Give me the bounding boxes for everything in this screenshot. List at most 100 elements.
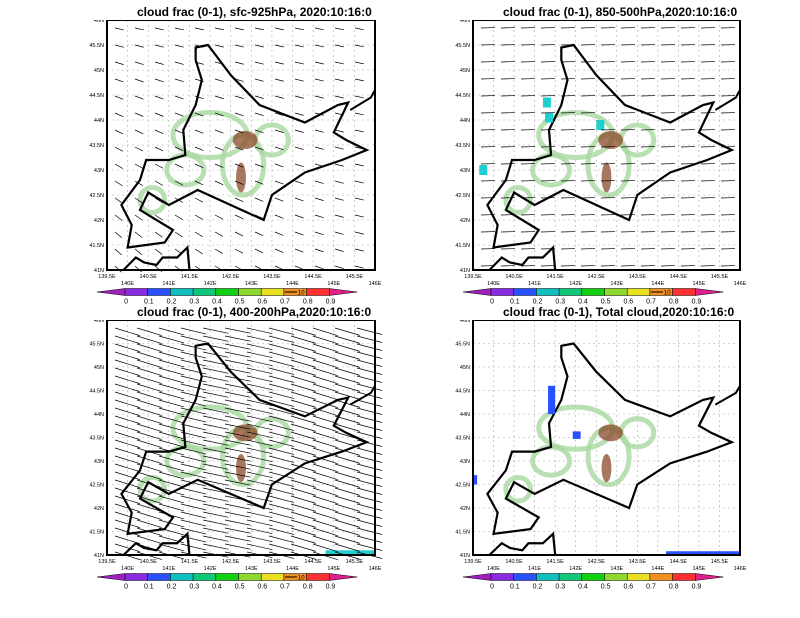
wind-vector [180,447,207,455]
wind-vector [224,359,251,366]
colorbar-swatch [192,288,217,296]
wind-vector [202,439,229,446]
wind-vector [234,27,244,31]
wind-vector [268,423,295,431]
wind-vector [356,367,383,375]
wind-vector [180,375,207,383]
wind-vector [154,248,163,255]
wind-vector [214,129,224,134]
wind-vector [158,327,185,336]
cloud-patch [548,385,556,414]
wind-vector [246,535,273,543]
lon-tick-label: 140.5E [140,274,158,280]
colorbar-label: 0.6 [623,584,633,591]
wind-vector [224,335,251,342]
wind-vector [234,231,244,237]
wind-vector [136,479,162,488]
wind-vector [290,543,317,552]
wind-vector [180,391,207,399]
colorbar-label: 0.5 [235,299,245,306]
lon-tick-label: 140.5E [140,559,158,565]
wind-vector [194,180,204,186]
map-frame [106,320,376,556]
wind-vector [356,455,383,463]
wind-vector [314,214,324,219]
lon-tick-label: 141E [162,566,175,572]
wind-vector [114,407,140,416]
colorbar-swatch [558,288,583,296]
wind-vector [312,335,338,345]
wind-vector [224,351,251,358]
wind-vector [268,439,295,447]
wind-vector [274,61,284,65]
wind-vector [312,439,338,449]
lat-tick-label: 44N [94,118,104,124]
wind-vector [180,423,207,431]
wind-vector [246,343,273,351]
wind-vector [114,447,140,456]
kuril-coastline [349,89,376,111]
colorbar-swatch [260,573,285,581]
lon-tick-label: 142E [204,566,217,572]
lat-tick-label: 42N [94,506,104,512]
colorbar-label: 0 [490,299,494,306]
map-panel: 139.5E 140E 140.5E 141E 141.5E 142E 142.5E 143E… [89,320,383,572]
wind-vector [158,343,185,352]
wind-vector [114,375,140,384]
wind-vector [294,129,304,133]
colorbar-label: 0.3 [555,584,565,591]
wind-vector [202,407,229,414]
map-panel: 139.5E 140E 140.5E 141E 141.5E 142E 142.5E 143E… [89,20,382,287]
wind-vector [158,495,185,504]
lon-tick-label: 143E [245,566,258,572]
wind-vector [314,180,324,184]
wind-vector [334,44,344,48]
lon-tick-label: 144.5E [304,559,322,565]
wind-vector [314,27,324,31]
colorbar-label: 0.1 [510,299,520,306]
lat-tick-label: 45.5N [89,342,104,348]
lon-tick-label: 140E [121,566,134,572]
colorbar-swatch [672,573,696,581]
wind-vector [158,351,185,360]
wind-vector [202,399,229,406]
colorbar-swatch [626,573,651,581]
lat-tick-label: 42N [460,506,470,512]
colorbar-label: 0.4 [578,584,588,591]
wind-vector [274,163,284,168]
lon-tick-label: 142.5E [222,559,240,565]
lon-tick-label: 144E [286,281,299,287]
wind-vector [224,399,251,406]
wind-vector [154,146,164,152]
wind-vector [268,359,295,367]
wind-vector [334,519,361,528]
lat-tick-label: 41N [460,553,470,559]
wind-vector [134,95,144,100]
lon-tick-label: 145.5E [711,274,729,280]
wind-vector [224,471,251,478]
wind-vector [234,180,244,185]
wind-vector [154,61,164,65]
wind-vector [234,112,244,117]
wind-vector [356,479,383,487]
colorbar-label: 0.2 [167,584,177,591]
wind-vector [274,129,284,133]
reference-vector-label: 10 [298,576,305,582]
lon-tick-label: 142E [569,566,582,572]
colorbar-swatch [170,573,194,581]
wind-vector [268,343,295,351]
wind-vector [194,112,204,117]
wind-vector [290,527,317,536]
wind-vector [274,180,284,185]
wind-vector [224,479,251,486]
wind-vector [312,343,338,353]
wind-vector [268,479,295,487]
mountain-terrain [232,131,258,149]
panel-title: cloud frac (0-1), Total cloud,2020:10:16… [503,305,735,319]
wind-vector [158,335,185,344]
lat-tick-label: 45N [460,365,470,371]
wind-vector [114,367,140,376]
cloud-patch [472,475,478,485]
wind-vector [314,146,324,150]
wind-vector [246,431,273,439]
